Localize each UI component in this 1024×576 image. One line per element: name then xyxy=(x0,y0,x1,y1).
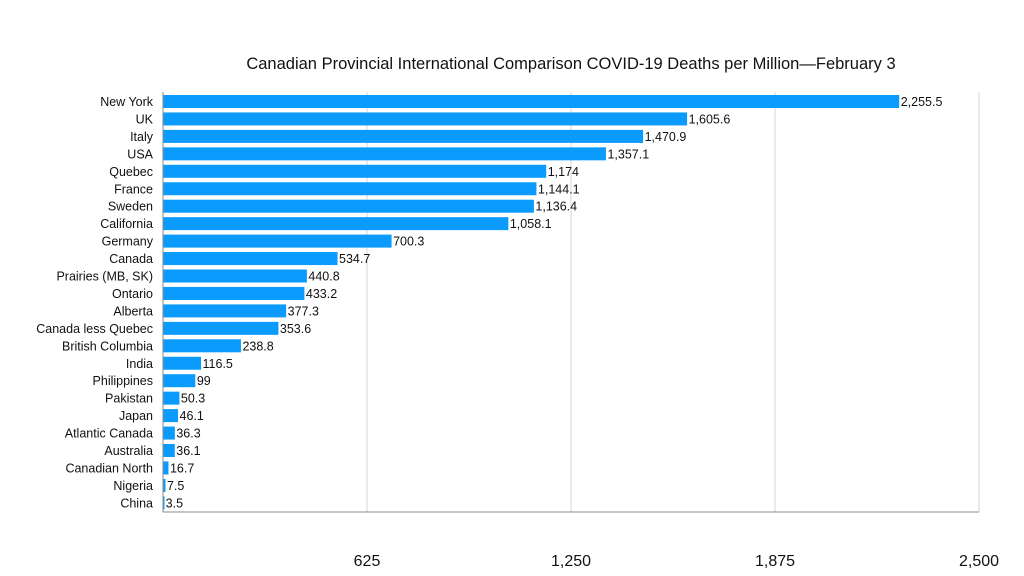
bar xyxy=(163,478,166,492)
bar xyxy=(163,147,606,161)
x-tick-label: 625 xyxy=(354,553,381,570)
data-label: 50.3 xyxy=(181,392,205,406)
data-label: 99 xyxy=(197,374,211,388)
bar xyxy=(163,164,547,178)
x-tick-label: 2,500 xyxy=(959,553,999,570)
chart-title: Canadian Provincial International Compar… xyxy=(246,55,895,73)
bar xyxy=(163,217,509,231)
bar xyxy=(163,182,537,196)
bar xyxy=(163,321,279,335)
data-label: 46.1 xyxy=(180,409,204,423)
data-label: 440.8 xyxy=(308,270,339,284)
data-label: 1,136.4 xyxy=(535,200,577,214)
category-label: Prairies (MB, SK) xyxy=(56,270,153,284)
category-label: New York xyxy=(100,95,154,109)
bar xyxy=(163,286,305,300)
bar xyxy=(163,129,644,143)
category-label: Nigeria xyxy=(113,479,153,493)
data-label: 36.3 xyxy=(176,427,200,441)
data-label: 116.5 xyxy=(203,357,233,371)
data-label: 534.7 xyxy=(339,252,370,266)
data-label: 238.8 xyxy=(242,339,273,353)
bar xyxy=(163,409,179,423)
bar xyxy=(163,269,307,283)
bar xyxy=(163,112,688,126)
category-label: Canadian North xyxy=(65,461,153,475)
bar xyxy=(163,426,175,440)
bar xyxy=(163,496,165,510)
bars: 2,255.5 1,605.61,470.9 1,357.1 1,174 1,144.1… xyxy=(163,95,942,510)
data-label: 1,058.1 xyxy=(510,217,552,231)
bar xyxy=(163,95,900,108)
data-label: 1,605.6 xyxy=(689,112,731,126)
x-tick-label: 1,875 xyxy=(755,553,795,570)
gridlines xyxy=(366,92,980,512)
data-label: 1,357.1 xyxy=(607,147,649,161)
category-label: Germany xyxy=(102,235,154,249)
category-label: Canada less Quebec xyxy=(36,322,153,336)
category-label: Sweden xyxy=(108,200,153,214)
category-label: France xyxy=(114,182,153,196)
category-label: Ontario xyxy=(112,287,153,301)
axes: 625 1,250 1,875 2,500 New York UK Italy USA Queb… xyxy=(36,92,999,570)
bar xyxy=(163,356,202,370)
bar xyxy=(163,252,338,266)
bar xyxy=(163,461,169,475)
category-label: Quebec xyxy=(109,165,153,179)
category-label: Atlantic Canada xyxy=(65,427,153,441)
bar xyxy=(163,304,287,318)
bar xyxy=(163,339,241,353)
data-label: 700.3 xyxy=(393,235,424,249)
category-label: USA xyxy=(127,147,153,161)
category-label: Pakistan xyxy=(105,392,153,406)
category-label: California xyxy=(100,217,153,231)
category-label: Philippines xyxy=(93,374,153,388)
data-label: 1,470.9 xyxy=(645,130,687,144)
data-label: 16.7 xyxy=(170,461,194,475)
category-label: China xyxy=(120,496,153,510)
data-label: 1,144.1 xyxy=(538,182,580,196)
bar xyxy=(163,199,534,213)
data-label: 1,174 xyxy=(548,165,579,179)
category-label: Alberta xyxy=(113,304,153,318)
data-label: 377.3 xyxy=(288,304,319,318)
data-label: 353.6 xyxy=(280,322,311,336)
bar xyxy=(163,234,392,248)
category-label: India xyxy=(126,357,153,371)
bar xyxy=(163,444,175,457)
x-tick-label: 1,250 xyxy=(551,553,591,570)
category-label: British Columbia xyxy=(62,339,153,353)
category-label: Canada xyxy=(109,252,153,266)
data-label: 7.5 xyxy=(167,479,184,493)
data-label: 2,255.5 xyxy=(901,95,943,109)
category-label: UK xyxy=(136,112,154,126)
category-label: Japan xyxy=(119,409,153,423)
data-label: 36.1 xyxy=(176,444,200,458)
data-label: 433.2 xyxy=(306,287,337,301)
data-label: 3.5 xyxy=(166,496,183,510)
category-label: Australia xyxy=(104,444,153,458)
bar xyxy=(163,374,196,388)
bar xyxy=(163,391,180,405)
category-label: Italy xyxy=(130,130,154,144)
